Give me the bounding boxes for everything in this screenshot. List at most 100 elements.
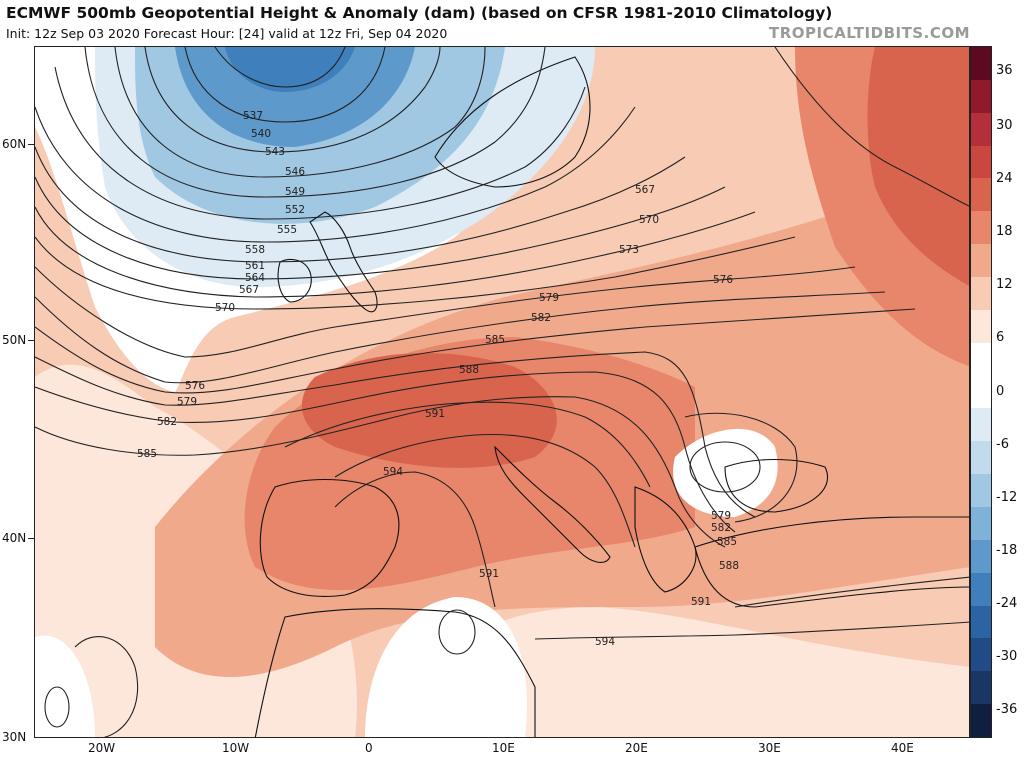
contour-label-552: 552 [285,204,305,216]
contour-label-582: 582 [531,312,551,324]
contour-555 [35,106,636,243]
colorbar-segment [971,342,991,377]
contour-label-582-west: 582 [157,416,177,428]
contour-561 [35,176,726,280]
colorbar-segment [971,375,991,409]
lat-label-50n: 50N [2,333,27,347]
colorbar-segment [971,145,991,179]
coast-scandinavia [434,56,591,188]
colorbar-segment [971,704,991,738]
contour-570 [35,266,856,358]
contour-label-558: 558 [245,244,265,256]
anomaly-pale-south [395,607,969,737]
colorbar-label-6: 6 [996,330,1005,345]
anomaly-neutral-africa [365,597,527,737]
lat-tick-40 [28,538,34,539]
coast-turkey [694,516,969,608]
contour-label-567: 567 [239,284,259,296]
anomaly-neutral-sw [35,635,95,737]
lon-label-0: 0 [365,741,373,755]
contour-label-579-west: 579 [177,396,197,408]
lon-label-20e: 20E [625,741,648,755]
colorbar-label-neg6: -6 [996,437,1009,452]
colorbar-segment [971,309,991,344]
map-title: ECMWF 500mb Geopotential Height & Anomal… [6,4,833,22]
contour-label-594: 594 [383,466,403,478]
contour-label-588-balkan: 588 [719,560,739,572]
colorbar-label-24: 24 [996,171,1013,186]
weather-map: 537 540 543 546 549 552 555 558 561 564 … [34,46,970,738]
contour-balkan-low [689,441,761,493]
colorbar-segment [971,112,991,147]
colorbar-label-neg30: -30 [996,649,1018,664]
contour-africa-low [438,609,476,655]
coast-italy [494,445,611,563]
anomaly-cool-deep [175,47,415,147]
site-watermark: TROPICALTIDBITS.COM [769,24,970,42]
colorbar-segment [971,671,991,705]
lon-label-30e: 30E [758,741,781,755]
height-contours [35,47,969,737]
colorbar-label-18: 18 [996,224,1013,239]
lon-label-10e: 10E [492,741,515,755]
colorbar-segment [971,605,991,639]
colorbar-segment [971,47,991,81]
contour-588 [284,401,651,488]
coast-greece [634,486,697,593]
contour-591 [334,433,636,548]
contour-546 [114,47,486,178]
contour-label-543: 543 [265,146,285,158]
colorbar-segment [971,277,991,311]
contour-label-561: 561 [245,260,265,272]
contour-label-579: 579 [539,292,559,304]
colorbar-label-neg36: -36 [996,702,1018,717]
coast-black-sea [724,459,829,513]
contour-567 [35,236,796,310]
map-canvas: 537 540 543 546 549 552 555 558 561 564 … [35,47,969,737]
colorbar-segment [971,474,991,508]
contour-east-588 [774,47,969,207]
header: ECMWF 500mb Geopotential Height & Anomal… [0,0,1024,46]
contour-sw-closed [74,636,139,737]
lat-tick-50 [28,340,34,341]
colorbar-segment [971,638,991,672]
colorbar-segment [971,244,991,278]
contour-537 [214,47,346,88]
lon-label-10w: 10W [222,741,250,755]
contour-label-549: 549 [285,186,305,198]
anomaly-warm-strong-alps [301,353,557,468]
lat-label-30n: 30N [2,730,27,744]
colorbar-label-12: 12 [996,277,1013,292]
contour-label-582-balkan: 582 [711,522,731,534]
contour-label-576: 576 [713,274,733,286]
coast-ireland [277,258,312,303]
contour-582 [35,371,736,533]
anomaly-cool-core [225,47,355,92]
colorbar-segment [971,178,991,212]
contour-label-573: 573 [619,244,639,256]
coastlines [254,56,969,737]
contour-558 [35,146,686,263]
colorbar-segment [971,79,991,114]
contour-label-537: 537 [243,110,263,122]
contour-576 [35,308,916,394]
colorbar-label-neg24: -24 [996,596,1018,611]
coast-britain [309,211,378,313]
contour-564 [35,206,756,298]
contour-549 [84,47,546,198]
anomaly-warm-strong-ne [867,47,969,286]
contour-label-540: 540 [251,128,271,140]
colorbar-segment [971,211,991,245]
lon-label-20w: 20W [88,741,116,755]
contour-south-594 [534,621,969,640]
contour-label-570-east: 570 [639,214,659,226]
contour-label-585-balkan: 585 [717,536,737,548]
coast-north-africa [254,608,536,737]
colorbar-segment [971,408,991,442]
lat-label-40n: 40N [2,531,27,545]
colorbar-label-0: 0 [996,384,1005,399]
contour-label-585-west: 585 [137,448,157,460]
contour-label-564: 564 [245,272,265,284]
contour-594 [334,471,496,608]
lat-tick-60 [28,144,34,145]
